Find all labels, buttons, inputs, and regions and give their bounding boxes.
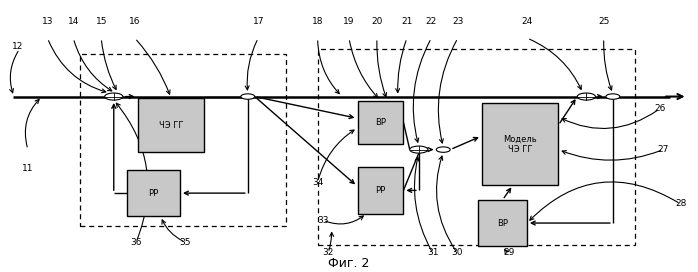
Text: 32: 32 bbox=[322, 248, 334, 258]
Text: 34: 34 bbox=[312, 178, 323, 187]
Circle shape bbox=[606, 94, 620, 99]
FancyBboxPatch shape bbox=[358, 167, 403, 214]
Text: 15: 15 bbox=[96, 17, 107, 26]
Text: 28: 28 bbox=[675, 199, 686, 209]
Text: 27: 27 bbox=[658, 145, 669, 154]
Text: 35: 35 bbox=[179, 237, 191, 247]
Text: 19: 19 bbox=[343, 17, 355, 26]
Text: 14: 14 bbox=[68, 17, 79, 26]
Text: 18: 18 bbox=[312, 17, 323, 26]
Text: 25: 25 bbox=[598, 17, 609, 26]
Text: 24: 24 bbox=[521, 17, 533, 26]
Circle shape bbox=[105, 93, 123, 100]
Circle shape bbox=[241, 94, 255, 99]
Circle shape bbox=[410, 146, 428, 153]
Text: 21: 21 bbox=[401, 17, 413, 26]
Text: 11: 11 bbox=[22, 164, 34, 173]
Text: 29: 29 bbox=[504, 248, 515, 258]
Text: 13: 13 bbox=[42, 17, 53, 26]
Text: РР: РР bbox=[376, 186, 385, 195]
Text: 26: 26 bbox=[654, 104, 665, 113]
Text: 17: 17 bbox=[253, 17, 264, 26]
Text: РР: РР bbox=[149, 188, 158, 198]
Text: Фиг. 2: Фиг. 2 bbox=[328, 257, 370, 270]
Text: ВР: ВР bbox=[375, 118, 386, 127]
Text: Модель
ЧЭ ГГ: Модель ЧЭ ГГ bbox=[503, 134, 537, 154]
FancyBboxPatch shape bbox=[358, 101, 403, 144]
Text: 36: 36 bbox=[131, 237, 142, 247]
Text: 23: 23 bbox=[452, 17, 463, 26]
Text: 31: 31 bbox=[427, 248, 438, 258]
Circle shape bbox=[577, 93, 595, 100]
FancyBboxPatch shape bbox=[478, 200, 527, 246]
Text: 22: 22 bbox=[426, 17, 437, 26]
Text: 16: 16 bbox=[129, 17, 140, 26]
FancyBboxPatch shape bbox=[482, 103, 558, 185]
Text: ЧЭ ГГ: ЧЭ ГГ bbox=[158, 120, 184, 130]
Text: 30: 30 bbox=[452, 248, 463, 258]
Text: 20: 20 bbox=[371, 17, 383, 26]
Text: 12: 12 bbox=[12, 42, 23, 51]
FancyBboxPatch shape bbox=[127, 170, 180, 216]
Text: 33: 33 bbox=[318, 216, 329, 225]
Circle shape bbox=[436, 147, 450, 152]
Text: ВР: ВР bbox=[497, 218, 508, 228]
FancyBboxPatch shape bbox=[138, 98, 204, 152]
